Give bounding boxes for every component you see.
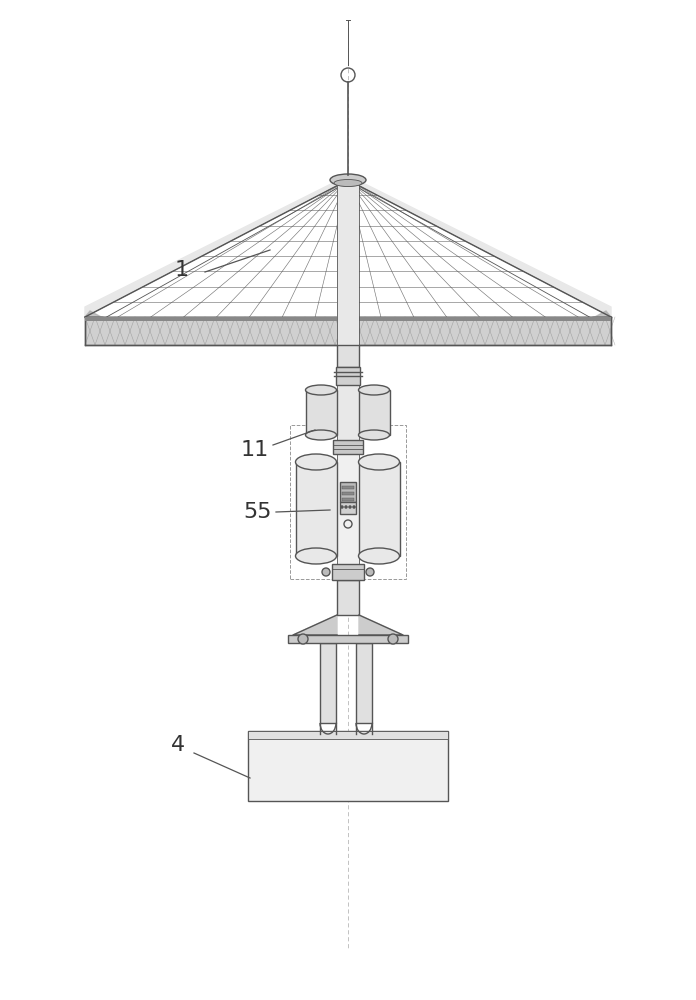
- Ellipse shape: [358, 385, 390, 395]
- Bar: [340, 482, 356, 502]
- Bar: [333, 440, 363, 454]
- Bar: [290, 425, 406, 579]
- Ellipse shape: [330, 174, 366, 186]
- Bar: [337, 454, 359, 564]
- Bar: [337, 580, 359, 615]
- Bar: [332, 564, 364, 580]
- Polygon shape: [359, 615, 403, 635]
- Polygon shape: [591, 311, 611, 319]
- Circle shape: [366, 568, 374, 576]
- Bar: [342, 486, 354, 489]
- Ellipse shape: [296, 548, 336, 564]
- Ellipse shape: [358, 430, 390, 440]
- Text: 11: 11: [241, 440, 269, 460]
- Ellipse shape: [358, 548, 400, 564]
- Bar: [359, 390, 390, 435]
- Bar: [356, 643, 372, 723]
- Ellipse shape: [306, 430, 336, 440]
- Bar: [342, 492, 354, 495]
- Circle shape: [298, 634, 308, 644]
- Text: 4: 4: [171, 735, 185, 755]
- Ellipse shape: [334, 180, 362, 186]
- Text: 55: 55: [244, 502, 272, 522]
- Bar: [306, 390, 337, 435]
- Circle shape: [345, 506, 347, 508]
- Bar: [337, 385, 359, 440]
- Bar: [296, 462, 337, 556]
- Circle shape: [352, 506, 356, 508]
- Bar: [248, 731, 448, 739]
- Text: 1: 1: [175, 260, 189, 280]
- Bar: [359, 462, 400, 556]
- Bar: [85, 317, 611, 345]
- Polygon shape: [293, 615, 337, 635]
- Bar: [85, 317, 611, 321]
- Ellipse shape: [306, 385, 336, 395]
- Polygon shape: [85, 177, 348, 317]
- Circle shape: [340, 506, 344, 508]
- Bar: [320, 643, 336, 723]
- Circle shape: [349, 506, 351, 508]
- Bar: [337, 180, 359, 345]
- Bar: [248, 731, 448, 801]
- Circle shape: [322, 568, 330, 576]
- Polygon shape: [85, 311, 105, 319]
- Ellipse shape: [358, 454, 400, 470]
- Bar: [288, 635, 408, 643]
- Bar: [342, 498, 354, 501]
- Circle shape: [388, 634, 398, 644]
- Ellipse shape: [296, 454, 336, 470]
- Polygon shape: [348, 177, 611, 317]
- Bar: [336, 367, 360, 385]
- Bar: [337, 345, 359, 367]
- Bar: [340, 502, 356, 514]
